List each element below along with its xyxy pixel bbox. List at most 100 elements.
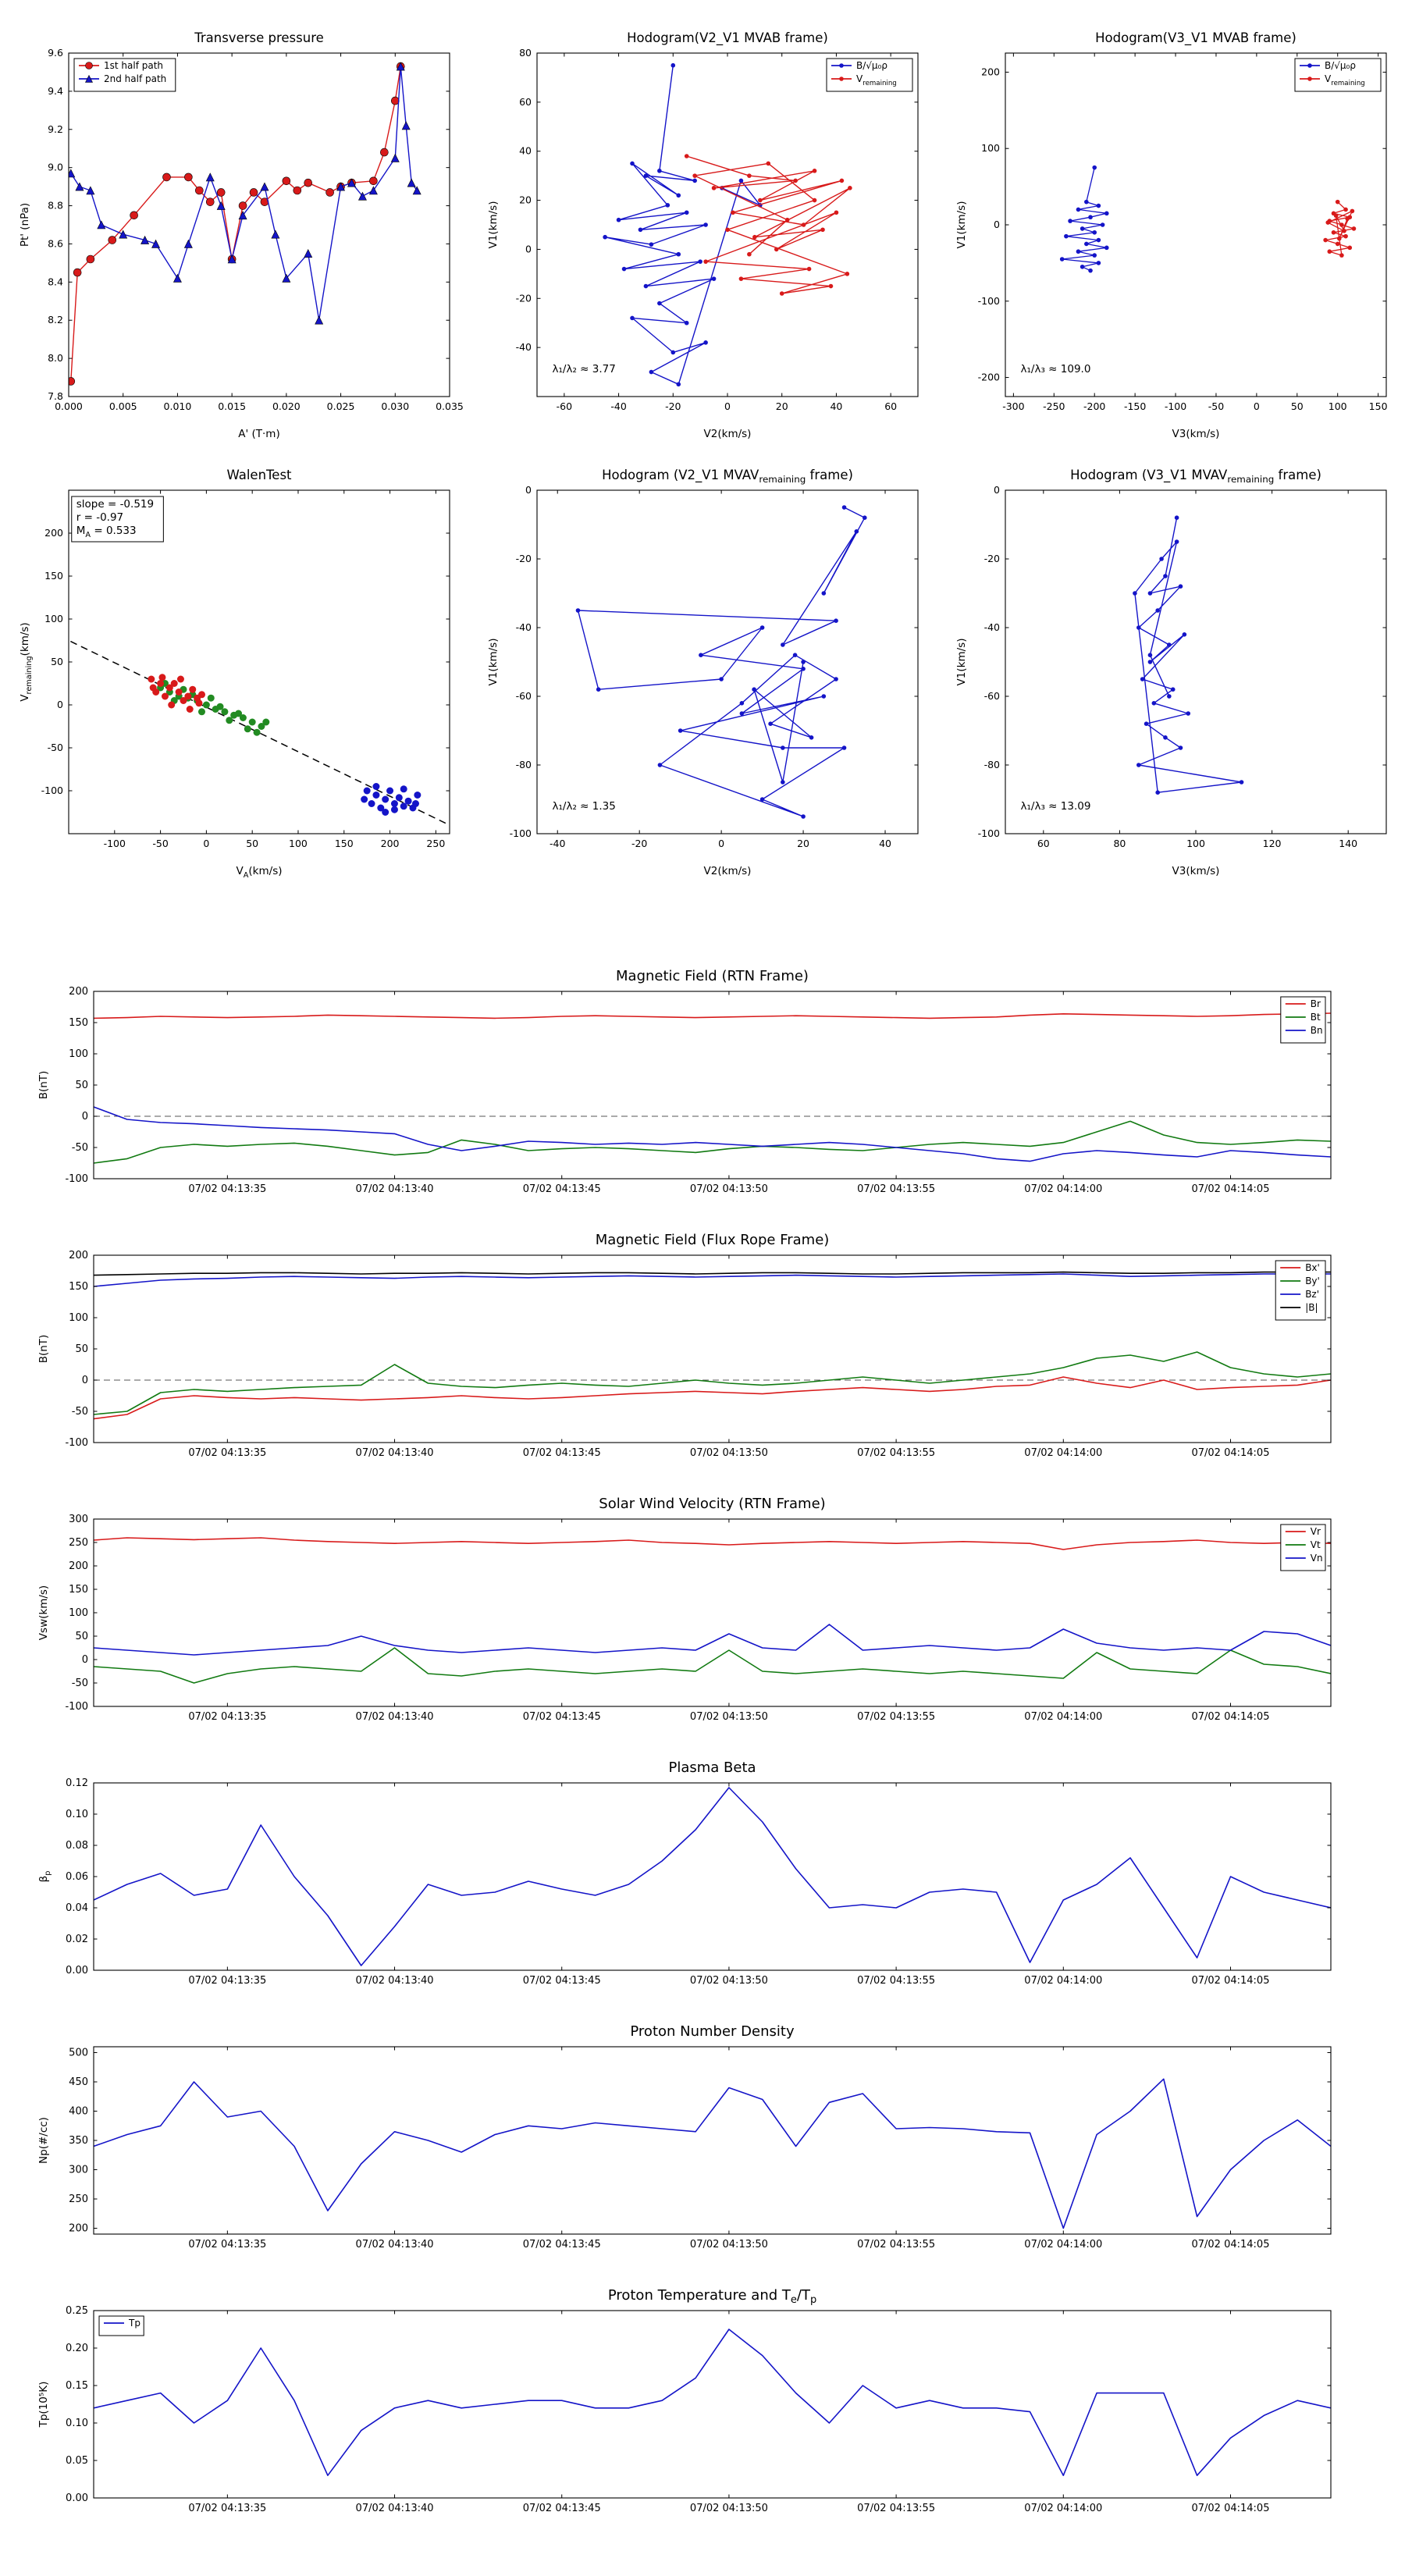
x-tick-label: -150 [1124,400,1146,412]
plot-area [537,490,918,834]
chart-hodogram-v2v1-mvab: -60 -40 -20 0 20 40 60 -40 -20 0 20 40 60 80 Hodogram(… [487,30,919,440]
timeseries-stack: 07/02 04:13:35 07/02 04:13:40 07/02 04:13:… [0,957,1405,2537]
panel-magnetic-field-fluxrope: 07/02 04:13:35 07/02 04:13:40 07/02 04:13:… [0,1221,1405,1482]
plot-area [1005,490,1386,834]
annotation-text: slope = -0.519 [76,498,154,511]
x-tick-label: 07/02 04:13:50 [690,2239,768,2250]
x-tick-label: 07/02 04:14:05 [1191,1183,1269,1195]
y-tick-label: -40 [516,341,532,353]
y-tick-label: 8.8 [48,200,63,212]
series-Vr [94,1537,1331,1550]
y-tick-label: -50 [48,742,63,753]
plot-area [1005,53,1386,397]
x-tick-label: -100 [1165,400,1186,412]
axes-frame [536,489,919,834]
legend-label: Br [1311,998,1321,1009]
y-tick-label: 200 [69,2223,88,2235]
y-axis-label: V1(km/s) [955,639,968,686]
y-tick-label: -100 [65,1173,88,1185]
chart-title: Magnetic Field (RTN Frame) [616,968,809,984]
y-tick-label: 0.15 [66,2380,88,2392]
series-Vn [94,1624,1331,1656]
chart-vsw-rtn: 07/02 04:13:35 07/02 04:13:40 07/02 04:13:… [37,1496,1332,1723]
x-tick-label: 0.035 [436,400,464,412]
legend-label: By' [1305,1276,1320,1286]
x-tick-label: -40 [610,400,626,412]
y-tick-label: 500 [69,2048,88,2059]
y-tick-label: 450 [69,2076,88,2088]
legend-label: |B| [1305,1302,1318,1313]
y-tick-label: 0.04 [66,1902,88,1914]
panel-walen-test: -100 -50 0 50 100 150 200 250 -100 -50 0 50 100 150 20… [0,450,468,887]
y-tick-label: 0.02 [66,1934,88,1945]
panel-hodogram-v3v1-mvab: -300 -250 -200 -150 -100 -50 0 50 100 150 -200 -100… [937,12,1405,450]
legend-label: B/√μ₀ρ [1325,60,1356,71]
legend-label: Vremaining [1325,73,1365,87]
chart-title: Plasma Beta [668,1759,756,1776]
x-tick-label: 07/02 04:14:05 [1191,1711,1269,1723]
y-tick-label: -100 [510,827,532,839]
y-tick-label: 0.00 [66,1965,88,1976]
series-Bt [94,1120,1331,1164]
y-tick-label: 8.4 [48,276,63,287]
y-tick-label: -80 [984,759,1000,770]
series-Bn [94,1106,1331,1162]
x-tick-label: 0.025 [327,400,355,412]
x-tick-label: 20 [776,400,788,412]
y-tick-label: 80 [519,47,532,59]
series-v-remaining [1323,199,1357,258]
x-tick-label: 07/02 04:14:05 [1191,2239,1269,2250]
x-tick-label: 07/02 04:13:55 [857,2239,935,2250]
y-tick-label: -60 [984,690,1000,702]
chart-plasma-beta: 07/02 04:13:35 07/02 04:13:40 07/02 04:13:… [37,1759,1332,1987]
y-tick-label: -100 [978,827,1000,839]
chart-title: Transverse pressure [194,30,324,45]
plot-area [94,991,1331,1179]
series-layer [94,2078,1331,2229]
x-tick-label: 20 [797,838,809,849]
series-layer [1133,515,1244,795]
y-tick-label: 0 [82,1111,88,1123]
x-tick-label: 07/02 04:14:00 [1024,1447,1102,1459]
y-axis-label: V1(km/s) [955,201,968,249]
y-axis-label: Vsw(km/s) [37,1585,50,1640]
x-tick-label: 0 [718,838,724,849]
y-axis-label: B(nT) [37,1071,50,1100]
x-tick-label: 200 [381,838,400,849]
plot-area [69,490,450,834]
x-tick-label: 0.000 [55,400,83,412]
legend-label: 1st half path [104,60,163,71]
y-axis-label: V1(km/s) [487,639,500,686]
series-B-magnitude [94,1271,1331,1276]
x-tick-label: 07/02 04:13:55 [857,2503,935,2514]
series-b-alfven [1059,165,1109,273]
x-tick-label: 07/02 04:13:40 [356,2503,434,2514]
annotation-text: λ₁/λ₃ ≈ 13.09 [1021,800,1091,813]
series-layer [148,674,422,816]
panel-transverse-pressure: 0.000 0.005 0.010 0.015 0.020 0.025 0.030 0.035… [0,12,468,450]
chart-title: Solar Wind Velocity (RTN Frame) [599,1496,825,1512]
x-tick-label: 0 [724,400,731,412]
x-tick-label: 07/02 04:13:50 [690,1975,768,1987]
panel-hodogram-v2v1-mvav: -40 -20 0 20 40 -100 -80 -60 -40 -20 0 Hodogram (V2… [468,450,937,887]
x-tick-label: 120 [1263,838,1282,849]
x-tick-label: -50 [152,838,168,849]
y-tick-label: 300 [69,2165,88,2176]
y-tick-label: 0.05 [66,2455,88,2467]
x-tick-label: 07/02 04:13:55 [857,1183,935,1195]
legend-box [1275,1260,1326,1321]
y-tick-label: 150 [44,570,63,582]
annotation-box [71,496,164,543]
x-tick-label: 0.010 [164,400,192,412]
x-tick-label: 07/02 04:14:05 [1191,1447,1269,1459]
x-tick-label: 50 [246,838,258,849]
y-tick-label: 100 [69,1312,88,1324]
series-v-remaining [684,154,852,296]
x-tick-label: -20 [631,838,647,849]
plot-area [94,1783,1331,1970]
x-tick-label: 100 [1329,400,1347,412]
y-tick-label: 200 [69,1250,88,1261]
series-layer [94,2329,1331,2476]
series-Br [94,1012,1331,1019]
y-tick-label: 50 [51,656,63,667]
